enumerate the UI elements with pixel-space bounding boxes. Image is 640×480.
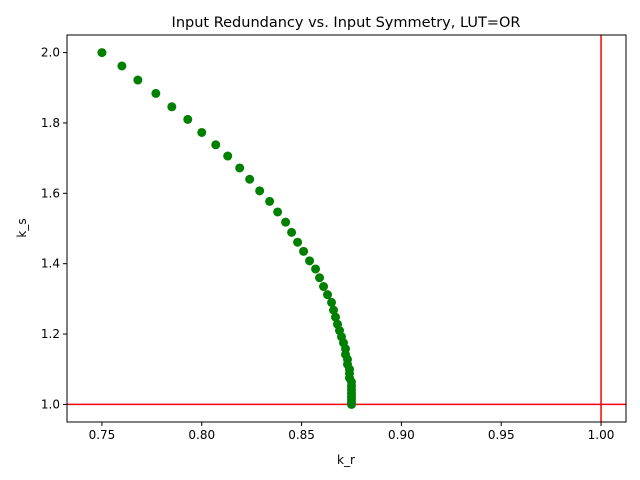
axes-frame	[66, 34, 627, 423]
data-point	[97, 48, 107, 58]
data-point	[265, 196, 275, 206]
data-point	[133, 75, 143, 85]
data-point	[293, 237, 303, 247]
y-axis-ticks: 1.0 1.2 1.4 1.6 1.8 2.0	[41, 46, 67, 411]
reference-lines	[67, 35, 626, 422]
data-point	[223, 151, 233, 161]
data-points	[97, 48, 356, 409]
data-point	[211, 140, 221, 150]
data-point	[287, 227, 297, 237]
data-point	[327, 297, 337, 307]
data-point	[183, 114, 193, 124]
data-point	[245, 174, 255, 184]
x-tick-label: 0.90	[388, 428, 415, 442]
data-point	[299, 246, 309, 256]
data-point	[151, 88, 161, 98]
x-tick-label: 0.75	[89, 428, 116, 442]
x-tick-label: 0.85	[288, 428, 315, 442]
data-point	[273, 207, 283, 217]
data-point	[346, 399, 356, 409]
data-point	[117, 61, 127, 71]
data-point	[323, 290, 333, 300]
plot-area	[66, 34, 627, 423]
y-tick-label: 1.6	[41, 186, 60, 200]
data-point	[281, 217, 291, 227]
data-point	[167, 102, 177, 112]
y-tick-label: 1.4	[41, 257, 60, 271]
data-point	[331, 312, 341, 322]
x-tick-label: 1.00	[588, 428, 615, 442]
chart-title: Input Redundancy vs. Input Symmetry, LUT…	[172, 15, 521, 31]
data-point	[235, 163, 245, 173]
y-tick-label: 2.0	[41, 46, 60, 60]
data-point	[315, 273, 325, 283]
x-axis-label: k_r	[337, 453, 355, 467]
y-tick-label: 1.8	[41, 116, 60, 130]
data-point	[255, 186, 265, 196]
x-tick-label: 0.95	[488, 428, 515, 442]
data-point	[311, 264, 321, 274]
y-axis-label: k_s	[15, 218, 29, 237]
data-point	[197, 127, 207, 137]
x-axis-ticks: 0.75 0.80 0.85 0.90 0.95 1.00	[89, 422, 615, 442]
y-tick-label: 1.2	[41, 327, 60, 341]
data-point	[319, 282, 329, 292]
x-tick-label: 0.80	[188, 428, 215, 442]
data-point	[329, 305, 339, 315]
data-point	[305, 256, 315, 266]
y-tick-label: 1.0	[41, 397, 60, 411]
